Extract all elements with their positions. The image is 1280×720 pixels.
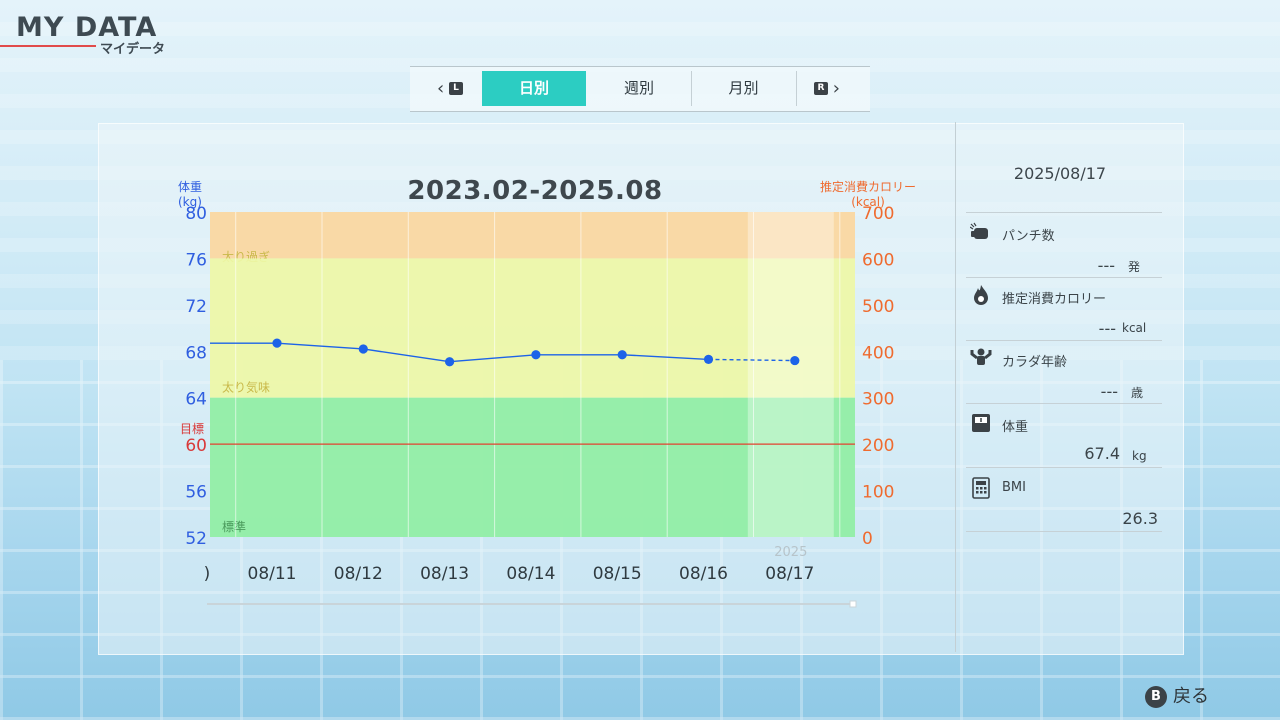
left-axis-tick: 72	[185, 297, 207, 317]
period-tab-bar: ‹ L 日別 週別 月別 R ›	[410, 66, 870, 112]
weight-point	[272, 338, 282, 348]
title-underline	[0, 45, 96, 47]
zone-band	[210, 212, 855, 259]
tab-monthly[interactable]: 月別	[691, 71, 795, 106]
scale-icon	[970, 412, 992, 434]
x-tick-partial: )	[204, 564, 211, 584]
body-age-label: カラダ年齢	[1002, 355, 1068, 370]
right-axis-label-name: 推定消費カロリー	[820, 180, 917, 194]
weight-unit: kg	[1132, 449, 1147, 463]
calculator-icon	[970, 477, 992, 499]
left-axis-tick: 52	[185, 529, 207, 549]
timeline-scroll-thumb[interactable]	[849, 600, 857, 608]
x-tick: 08/16	[679, 564, 728, 584]
x-tick: 08/12	[334, 564, 383, 584]
info-separator	[966, 403, 1162, 404]
calorie-label: 推定消費カロリー	[1002, 292, 1107, 307]
calorie-unit: kcal	[1122, 321, 1147, 335]
page-title: MY DATA	[16, 12, 158, 43]
punch-icon	[969, 222, 992, 244]
x-tick: 08/13	[420, 564, 469, 584]
x-tick: 08/15	[593, 564, 642, 584]
weight-point	[531, 350, 541, 360]
left-axis-tick: 68	[185, 343, 207, 363]
right-axis-tick: 500	[862, 297, 894, 317]
back-button[interactable]: B 戻る	[1145, 682, 1209, 708]
weight-point	[617, 350, 627, 360]
weight-point	[790, 355, 800, 366]
flame-icon	[970, 284, 992, 306]
zone-band	[210, 397, 855, 537]
calorie-value: ---	[1098, 319, 1116, 338]
info-separator	[966, 277, 1162, 278]
chevron-left-icon: ‹	[437, 78, 445, 99]
right-axis-tick: 300	[862, 390, 894, 410]
zone-label: 太り気味	[222, 380, 270, 395]
weight-point	[703, 354, 714, 365]
weight-line-segment	[449, 354, 536, 363]
left-axis-label: 体重 (kg)	[178, 180, 202, 210]
punch-count-value: ---	[1097, 256, 1115, 275]
x-tick: 08/17	[765, 564, 814, 584]
weight-line-segment	[708, 358, 795, 362]
l-button-icon: L	[448, 82, 463, 95]
weight-label: 体重	[1002, 420, 1029, 435]
info-separator	[966, 212, 1162, 213]
chart-title: 2023.02-2025.08	[407, 176, 663, 206]
weight-point	[358, 344, 368, 354]
left-axis-tick: 60	[185, 436, 207, 456]
tab-next-button[interactable]: R ›	[796, 71, 857, 106]
tab-prev-button[interactable]: ‹ L	[420, 71, 480, 106]
back-label: 戻る	[1173, 686, 1209, 707]
zone-label: 標準	[222, 519, 246, 534]
weight-line-segment	[622, 354, 709, 361]
left-axis-tick: 64	[185, 390, 207, 410]
left-axis-label-name: 体重	[178, 180, 203, 194]
x-year-label: 2025	[774, 545, 807, 560]
tab-daily[interactable]: 日別	[482, 71, 586, 106]
panel-divider	[955, 122, 956, 652]
weight-line-segment	[363, 348, 450, 363]
zone-band	[210, 258, 855, 398]
target-label: 目標	[180, 422, 204, 436]
body-age-value: ---	[1100, 382, 1118, 401]
right-axis-tick: 700	[862, 204, 894, 224]
bmi-value: 26.3	[1122, 509, 1158, 528]
chevron-right-icon: ›	[832, 78, 840, 99]
selected-day-highlight	[747, 212, 834, 537]
punch-count-unit: 発	[1128, 260, 1141, 274]
punch-count-label: パンチ数	[1002, 229, 1055, 244]
right-axis-tick: 100	[862, 483, 894, 503]
right-axis-label-unit: (kcal)	[851, 195, 885, 209]
right-axis-tick: 600	[862, 250, 894, 270]
right-axis-tick: 0	[862, 529, 873, 549]
b-button-icon: B	[1145, 686, 1167, 708]
x-tick: 08/11	[248, 564, 297, 584]
weight-line-segment	[276, 342, 364, 350]
weight-value: 67.4	[1084, 444, 1120, 463]
right-axis-tick: 400	[862, 343, 894, 363]
right-axis-label: 推定消費カロリー (kcal)	[820, 180, 916, 210]
left-axis-label-unit: (kg)	[178, 195, 202, 209]
right-axis-tick: 200	[862, 436, 894, 456]
body-age-unit: 歳	[1131, 386, 1144, 400]
x-tick: 08/14	[506, 564, 555, 584]
left-axis-tick: 76	[185, 250, 207, 270]
bmi-label: BMI	[1002, 480, 1026, 495]
muscle-icon	[970, 347, 992, 369]
info-separator	[966, 340, 1162, 341]
tab-weekly[interactable]: 週別	[623, 79, 654, 97]
info-separator	[966, 531, 1162, 532]
left-axis-tick: 80	[185, 204, 207, 224]
selected-date: 2025/08/17	[1013, 164, 1107, 183]
left-axis-tick: 56	[185, 483, 207, 503]
info-separator	[966, 467, 1162, 468]
page-subtitle: マイデータ	[100, 42, 166, 57]
weight-point	[445, 357, 455, 367]
r-button-icon: R	[814, 82, 828, 95]
